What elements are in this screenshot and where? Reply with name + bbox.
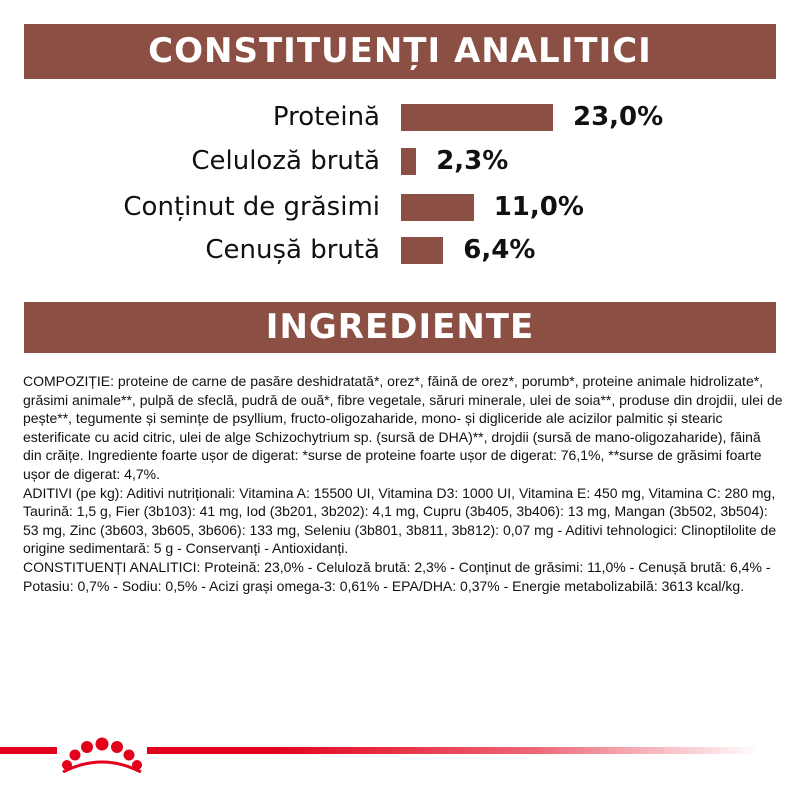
chart-bar (401, 194, 474, 221)
analytic-paragraph: CONSTITUENȚI ANALITICI: Proteină: 23,0% … (23, 558, 771, 594)
ingredients-banner: INGREDIENTE (24, 302, 776, 353)
chart-bar (401, 104, 553, 131)
chart-category-label: Proteină (272, 102, 380, 132)
chart-row: Proteină 23,0% (0, 97, 800, 137)
chart-category-label: Cenușă brută (205, 235, 380, 265)
chart-bar (401, 237, 444, 264)
chart-value-label: 6,4% (463, 235, 536, 265)
chart-row: Celuloză brută 2,3% (0, 141, 800, 181)
chart-value-label: 2,3% (436, 146, 509, 176)
chart-category-label: Conținut de grăsimi (123, 192, 380, 222)
chart-value-label: 11,0% (493, 192, 584, 222)
royal-canin-crown-icon (57, 728, 147, 773)
chart-row: Conținut de grăsimi 11,0% (0, 187, 800, 227)
composition-paragraph: COMPOZIȚIE: proteine de carne de pasăre … (23, 373, 783, 482)
chart-bar (401, 148, 417, 175)
footer-red-line (0, 747, 760, 754)
analytic-constituents-banner: CONSTITUENȚI ANALITICI (24, 24, 776, 79)
ingredients-text: COMPOZIȚIE: proteine de carne de pasăre … (23, 372, 783, 595)
chart-row: Cenușă brută 6,4% (0, 230, 800, 270)
chart-value-label: 23,0% (573, 102, 664, 132)
chart-category-label: Celuloză brută (191, 146, 380, 176)
additives-paragraph: ADITIVI (pe kg): Aditivi nutriționali: V… (23, 484, 777, 557)
